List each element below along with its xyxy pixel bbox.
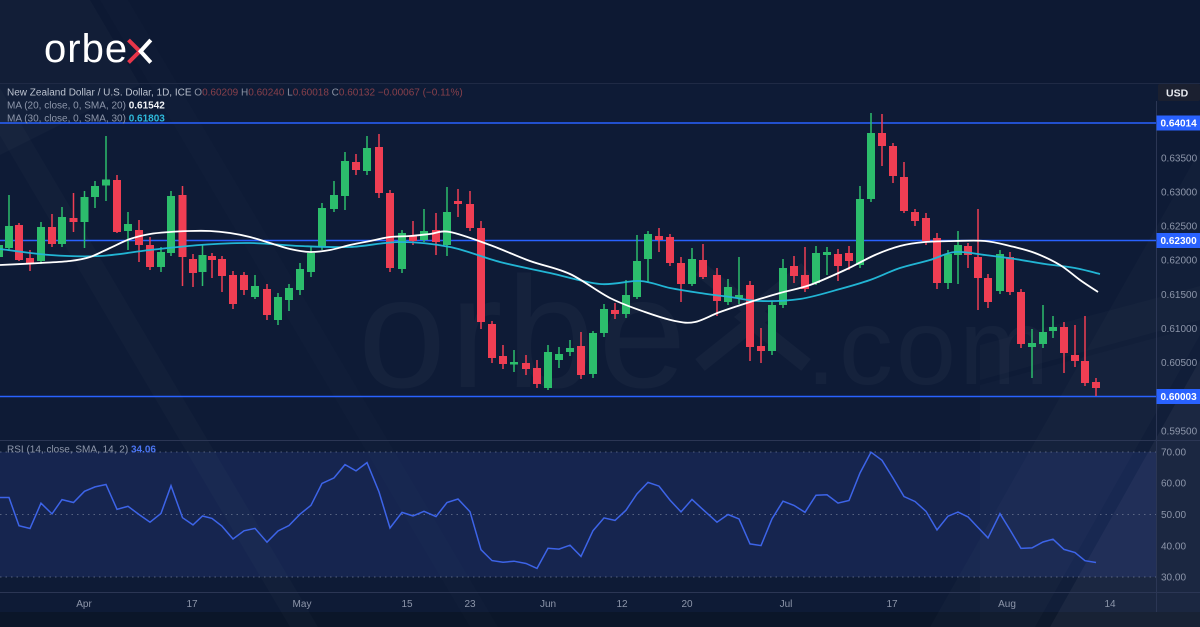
svg-text:Aug: Aug: [998, 599, 1016, 610]
svg-text:0.60500: 0.60500: [1161, 358, 1198, 369]
svg-text:0.61500: 0.61500: [1161, 290, 1198, 301]
svg-text:70.00: 70.00: [1161, 448, 1186, 459]
svg-text:40.00: 40.00: [1161, 542, 1186, 553]
svg-text:0.59500: 0.59500: [1161, 427, 1198, 438]
svg-text:May: May: [293, 599, 312, 610]
svg-text:orbe: orbe: [44, 27, 128, 71]
svg-text:14: 14: [1104, 599, 1116, 610]
svg-text:50.00: 50.00: [1161, 510, 1186, 521]
svg-text:17: 17: [886, 599, 898, 610]
svg-text:0.62300: 0.62300: [1161, 236, 1198, 247]
svg-text:RSI (14, close, SMA, 14, 2) 34: RSI (14, close, SMA, 14, 2) 34.06: [7, 445, 156, 456]
svg-text:0.60003: 0.60003: [1161, 392, 1198, 403]
svg-text:USD: USD: [1166, 88, 1189, 100]
svg-text:Apr: Apr: [76, 599, 92, 610]
svg-text:Jun: Jun: [540, 599, 556, 610]
svg-text:0.62000: 0.62000: [1161, 256, 1198, 267]
svg-text:0.64014: 0.64014: [1161, 119, 1198, 130]
svg-text:MA (20, close, 0, SMA, 20) 0.6: MA (20, close, 0, SMA, 20) 0.61542: [7, 101, 165, 112]
svg-text:12: 12: [616, 599, 628, 610]
svg-text:MA (30, close, 0, SMA, 30) 0.6: MA (30, close, 0, SMA, 30) 0.61803: [7, 114, 165, 125]
svg-text:23: 23: [464, 599, 476, 610]
svg-text:17: 17: [186, 599, 198, 610]
svg-text:0.63000: 0.63000: [1161, 188, 1198, 199]
svg-text:0.63500: 0.63500: [1161, 154, 1198, 165]
svg-text:15: 15: [401, 599, 413, 610]
svg-text:30.00: 30.00: [1161, 573, 1186, 584]
svg-text:60.00: 60.00: [1161, 479, 1186, 490]
svg-text:0.62500: 0.62500: [1161, 222, 1198, 233]
svg-text:20: 20: [681, 599, 693, 610]
svg-text:.com: .com: [806, 286, 1052, 407]
svg-text:0.61000: 0.61000: [1161, 324, 1198, 335]
svg-text:Jul: Jul: [780, 599, 793, 610]
svg-text:New Zealand Dollar / U.S. Doll: New Zealand Dollar / U.S. Dollar, 1D, IC…: [7, 88, 463, 99]
